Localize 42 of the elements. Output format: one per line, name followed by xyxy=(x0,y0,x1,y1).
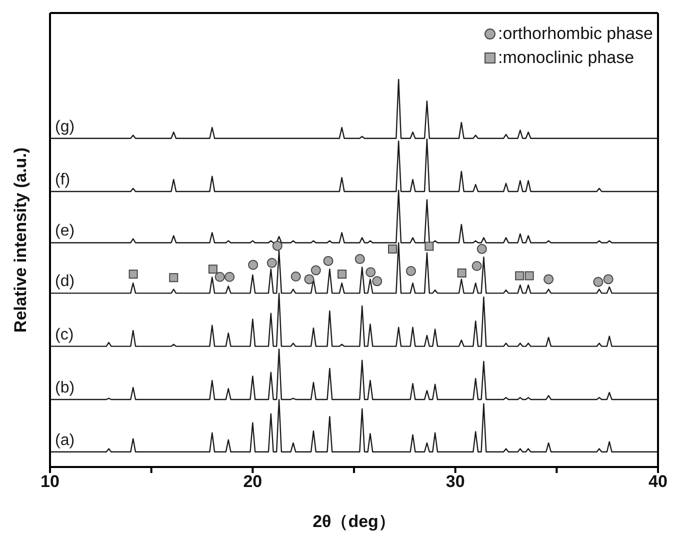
point xyxy=(169,273,178,282)
point xyxy=(388,244,398,254)
x-tick-label: 20 xyxy=(243,472,262,492)
point xyxy=(372,276,382,286)
series-label: (c) xyxy=(55,326,74,344)
series-label: (f) xyxy=(55,172,70,189)
point xyxy=(304,274,314,284)
point xyxy=(290,271,301,282)
series-label: (d) xyxy=(55,273,75,290)
y-axis-title: Relative intensity (a.u.) xyxy=(11,147,30,333)
series-label: (g) xyxy=(55,118,75,136)
point xyxy=(524,271,534,280)
point xyxy=(214,272,225,282)
legend-label: :monoclinic phase xyxy=(498,47,634,69)
x-tick-label: 30 xyxy=(446,472,465,492)
point xyxy=(472,261,482,272)
point xyxy=(208,264,218,274)
point xyxy=(457,268,466,278)
point xyxy=(603,274,614,284)
point xyxy=(248,260,258,270)
point xyxy=(310,265,321,276)
series-label: (b) xyxy=(55,379,75,396)
legend-label: :orthorhombic phase xyxy=(498,23,653,45)
point xyxy=(354,254,365,264)
point xyxy=(323,256,334,266)
x-tick-label: 40 xyxy=(648,472,668,492)
point xyxy=(424,242,434,251)
point xyxy=(128,270,138,279)
x-axis-title: 2θ（deg） xyxy=(312,512,396,531)
point xyxy=(266,258,277,268)
point xyxy=(366,267,376,278)
series-label: (e) xyxy=(55,222,75,240)
point xyxy=(476,244,487,254)
x-tick-label: 10 xyxy=(40,472,60,492)
point xyxy=(593,276,604,287)
point xyxy=(406,266,416,276)
point xyxy=(224,272,235,282)
point xyxy=(544,274,554,284)
point xyxy=(272,240,282,251)
point xyxy=(515,271,524,280)
point xyxy=(338,270,347,279)
series-label: (a) xyxy=(55,432,75,449)
